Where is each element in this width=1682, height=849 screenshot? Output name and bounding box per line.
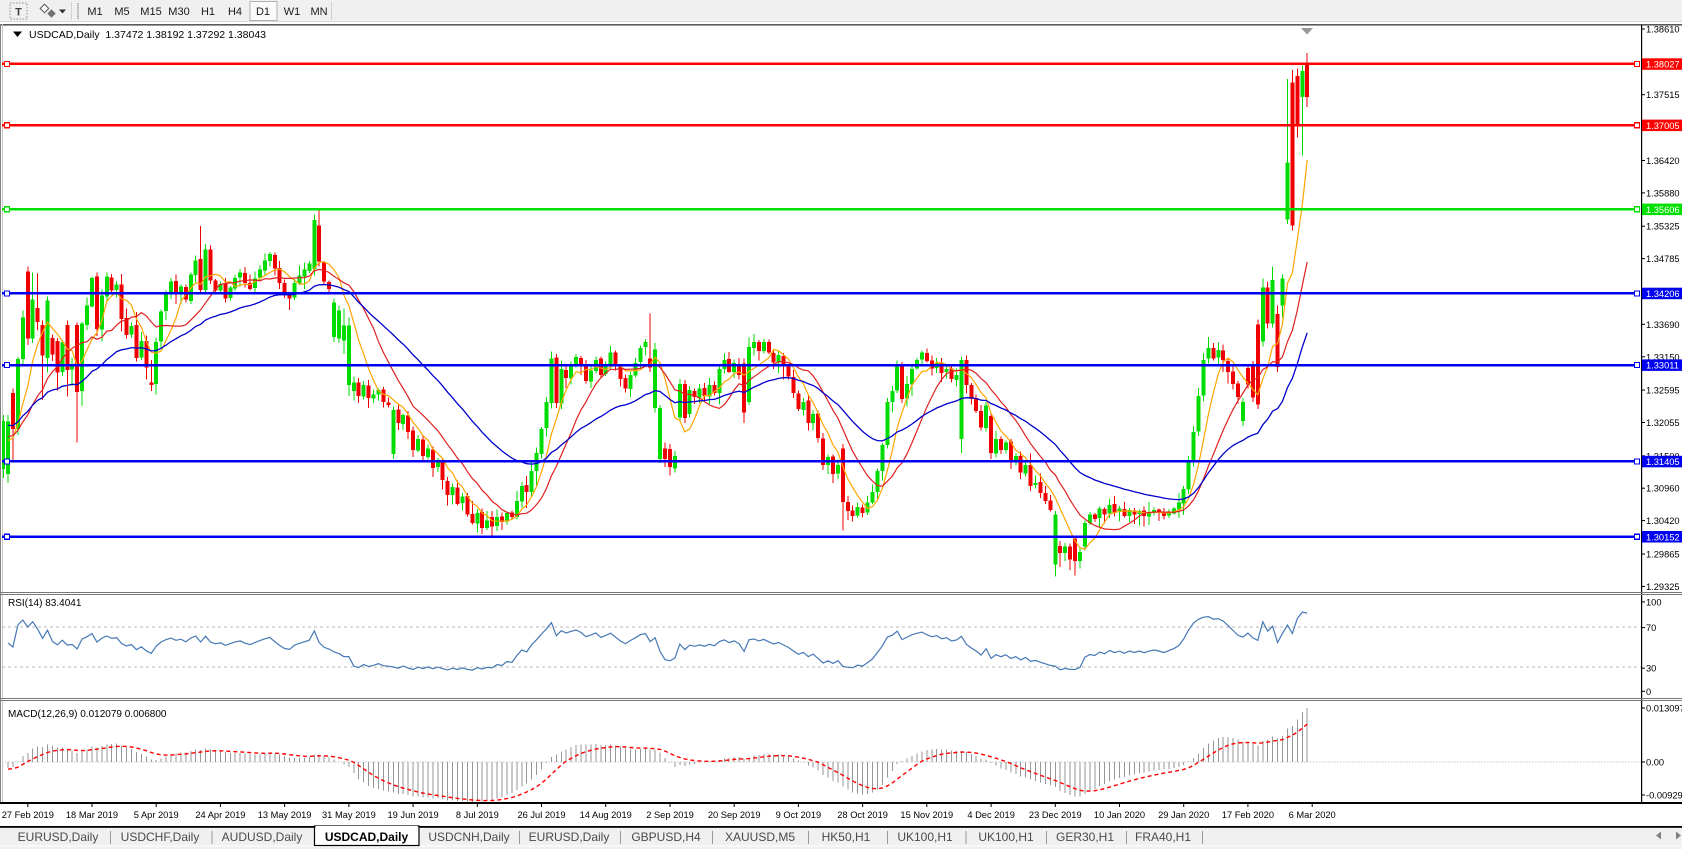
svg-text:M15: M15 (140, 6, 161, 18)
svg-text:1.37515: 1.37515 (1646, 90, 1680, 100)
svg-text:1.36420: 1.36420 (1646, 156, 1680, 166)
svg-text:1.35606: 1.35606 (1646, 205, 1680, 215)
svg-text:H1: H1 (201, 6, 215, 18)
svg-text:MACD(12,26,9) 0.012079 0.00680: MACD(12,26,9) 0.012079 0.006800 (8, 709, 167, 720)
svg-text:70: 70 (1646, 623, 1656, 633)
svg-text:20 Sep 2019: 20 Sep 2019 (708, 810, 761, 820)
svg-text:W1: W1 (284, 6, 301, 18)
svg-text:1.30420: 1.30420 (1646, 516, 1680, 526)
svg-text:1.30152: 1.30152 (1646, 532, 1680, 542)
svg-text:0.00: 0.00 (1646, 758, 1664, 768)
svg-text:M1: M1 (87, 6, 102, 18)
svg-text:27 Feb 2019: 27 Feb 2019 (2, 810, 54, 820)
svg-text:USDCHF,Daily: USDCHF,Daily (121, 830, 200, 844)
svg-text:1.33011: 1.33011 (1646, 361, 1679, 371)
svg-text:UK100,H1: UK100,H1 (978, 830, 1034, 844)
svg-text:AUDUSD,Daily: AUDUSD,Daily (222, 830, 303, 844)
svg-text:6 Mar 2020: 6 Mar 2020 (1289, 810, 1336, 820)
svg-text:2 Sep 2019: 2 Sep 2019 (646, 810, 694, 820)
svg-text:1.38027: 1.38027 (1646, 60, 1680, 70)
svg-text:1.35325: 1.35325 (1646, 222, 1680, 232)
svg-text:GBPUSD,H4: GBPUSD,H4 (631, 830, 701, 844)
svg-text:MN: MN (310, 6, 327, 18)
svg-text:8 Jul 2019: 8 Jul 2019 (456, 810, 499, 820)
svg-text:1.34785: 1.34785 (1646, 254, 1680, 264)
svg-text:1.31405: 1.31405 (1646, 457, 1680, 467)
svg-text:M30: M30 (168, 6, 189, 18)
svg-text:M5: M5 (114, 6, 129, 18)
svg-text:19 Jun 2019: 19 Jun 2019 (388, 810, 439, 820)
svg-text:USDCNH,Daily: USDCNH,Daily (428, 830, 509, 844)
svg-text:0: 0 (1646, 687, 1651, 697)
svg-text:1.34206: 1.34206 (1646, 289, 1680, 299)
svg-text:24 Apr 2019: 24 Apr 2019 (195, 810, 245, 820)
svg-text:1.30960: 1.30960 (1646, 484, 1680, 494)
svg-text:29 Jan 2020: 29 Jan 2020 (1158, 810, 1209, 820)
svg-text:31 May 2019: 31 May 2019 (322, 810, 376, 820)
svg-text:14 Aug 2019: 14 Aug 2019 (580, 810, 632, 820)
svg-text:-0.00929: -0.00929 (1646, 791, 1682, 801)
svg-text:1.35880: 1.35880 (1646, 188, 1680, 198)
svg-text:RSI(14) 83.4041: RSI(14) 83.4041 (8, 598, 82, 609)
svg-text:FRA40,H1: FRA40,H1 (1135, 830, 1191, 844)
svg-text:26 Jul 2019: 26 Jul 2019 (517, 810, 565, 820)
svg-text:1.32055: 1.32055 (1646, 418, 1680, 428)
svg-text:1.33690: 1.33690 (1646, 320, 1680, 330)
svg-text:15 Nov 2019: 15 Nov 2019 (900, 810, 953, 820)
svg-text:D1: D1 (256, 6, 270, 18)
svg-text:4 Dec 2019: 4 Dec 2019 (967, 810, 1015, 820)
svg-text:1.37005: 1.37005 (1646, 121, 1680, 131)
svg-text:UK100,H1: UK100,H1 (897, 830, 953, 844)
svg-text:1.33150: 1.33150 (1646, 352, 1680, 362)
svg-text:30: 30 (1646, 664, 1656, 674)
svg-text:5 Apr 2019: 5 Apr 2019 (134, 810, 179, 820)
svg-text:EURUSD,Daily: EURUSD,Daily (529, 830, 610, 844)
svg-text:1.29865: 1.29865 (1646, 550, 1680, 560)
svg-text:EURUSD,Daily: EURUSD,Daily (18, 830, 99, 844)
svg-text:XAUUSD,M5: XAUUSD,M5 (725, 830, 795, 844)
svg-text:1.29325: 1.29325 (1646, 582, 1680, 592)
svg-text:13 May 2019: 13 May 2019 (258, 810, 312, 820)
svg-text:100: 100 (1646, 597, 1662, 607)
svg-text:0.013097: 0.013097 (1646, 704, 1682, 714)
svg-text:1.32595: 1.32595 (1646, 386, 1680, 396)
svg-text:USDCAD,Daily: USDCAD,Daily (325, 830, 409, 844)
svg-text:H4: H4 (228, 6, 242, 18)
svg-text:10 Jan 2020: 10 Jan 2020 (1094, 810, 1145, 820)
svg-text:1.38610: 1.38610 (1646, 25, 1680, 35)
svg-text:17 Feb 2020: 17 Feb 2020 (1222, 810, 1274, 820)
svg-text:T: T (15, 7, 22, 19)
svg-text:18 Mar 2019: 18 Mar 2019 (66, 810, 118, 820)
svg-text:23 Dec 2019: 23 Dec 2019 (1029, 810, 1082, 820)
svg-text:HK50,H1: HK50,H1 (822, 830, 871, 844)
svg-text:9 Oct 2019: 9 Oct 2019 (776, 810, 821, 820)
svg-text:USDCAD,Daily 1.37472 1.38192: USDCAD,Daily 1.37472 1.38192 1.37292 1.3… (29, 29, 266, 41)
svg-text:GER30,H1: GER30,H1 (1056, 830, 1114, 844)
svg-text:28 Oct 2019: 28 Oct 2019 (837, 810, 888, 820)
